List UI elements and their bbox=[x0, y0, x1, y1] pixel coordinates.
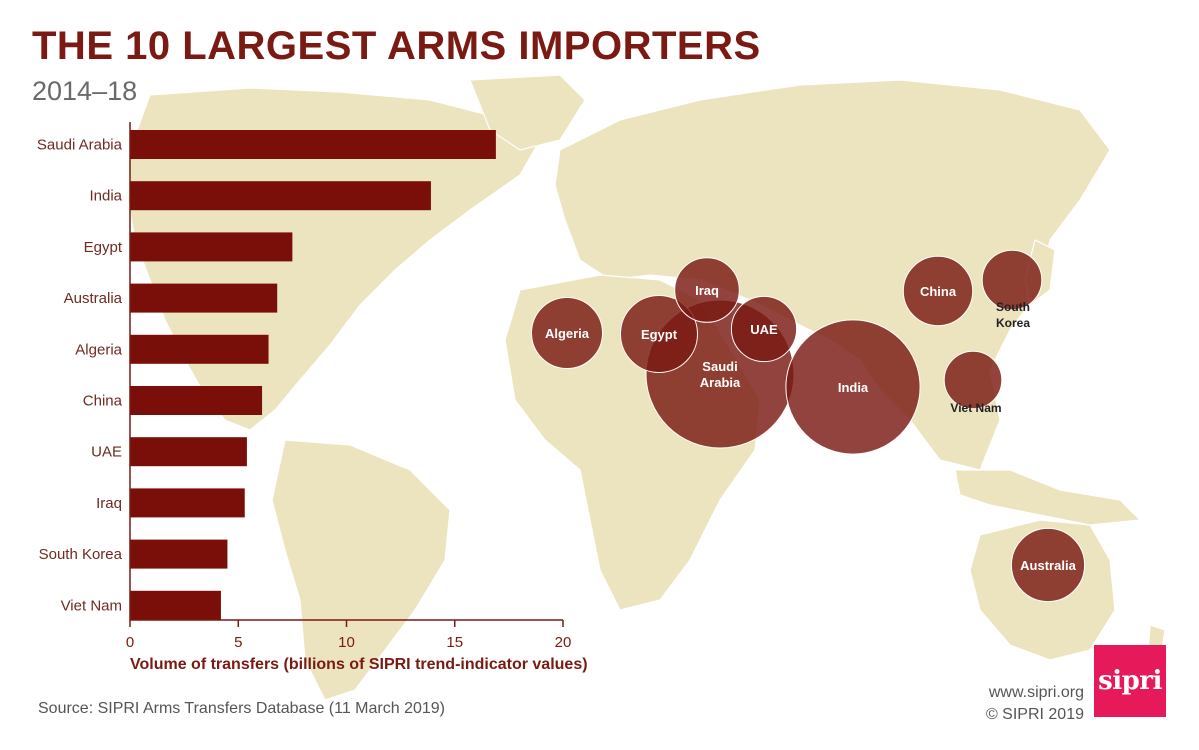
category-label: India bbox=[89, 188, 122, 205]
x-tick-label: 0 bbox=[126, 634, 134, 651]
southeast-asia-islands bbox=[954, 469, 1142, 526]
category-label: Iraq bbox=[96, 495, 122, 512]
chart-subtitle: 2014–18 bbox=[32, 76, 138, 106]
bar bbox=[130, 334, 269, 364]
x-axis: 0 5 10 15 20 Volume of transfers (billions of… bbox=[126, 122, 588, 673]
bubble-label: Egypt bbox=[641, 327, 678, 342]
bubble-label: Australia bbox=[1020, 558, 1076, 573]
sipri-logo[interactable]: sipri bbox=[1094, 645, 1166, 717]
category-label: Egypt bbox=[84, 239, 123, 256]
bar bbox=[130, 232, 293, 262]
category-label: Saudi Arabia bbox=[37, 137, 123, 154]
bar-series: Saudi Arabia India Egypt Australia Algeria Ch… bbox=[37, 130, 496, 620]
bubble-label: UAE bbox=[750, 322, 778, 337]
x-axis-title: Volume of transfers (billions of SIPRI t… bbox=[130, 656, 588, 673]
bubble-label: China bbox=[920, 284, 957, 299]
map-bubble bbox=[785, 319, 921, 455]
bar bbox=[130, 386, 263, 415]
map-bubble-series: Saudi Arabia India Egypt Australia Algeria Chi… bbox=[531, 249, 1086, 603]
website-link[interactable]: www.sipri.org bbox=[988, 684, 1084, 701]
category-label: South Korea bbox=[39, 546, 123, 563]
x-tick-label: 15 bbox=[446, 634, 463, 651]
bar bbox=[130, 181, 431, 211]
map-bubble bbox=[943, 350, 1003, 410]
category-label: UAE bbox=[91, 444, 122, 461]
source-note: Source: SIPRI Arms Transfers Database (1… bbox=[38, 700, 445, 717]
category-label: Australia bbox=[64, 290, 123, 307]
bubble-label: Saudi Arabia bbox=[700, 359, 741, 390]
map-bubble bbox=[531, 297, 603, 369]
bar bbox=[130, 437, 247, 467]
bar bbox=[130, 590, 221, 620]
bubble-label: Viet Nam bbox=[950, 401, 1001, 415]
credit-block: www.sipri.org © SIPRI 2019 bbox=[986, 682, 1084, 726]
bar bbox=[130, 539, 228, 569]
category-label: Algeria bbox=[75, 341, 122, 358]
copyright-text: © SIPRI 2019 bbox=[985, 706, 1084, 723]
chart-title: THE 10 LARGEST ARMS IMPORTERS bbox=[32, 24, 761, 68]
map-bubble bbox=[1010, 527, 1086, 603]
bubble-label: India bbox=[838, 380, 869, 395]
map-bubble bbox=[674, 257, 740, 323]
bar bbox=[130, 488, 245, 518]
bar bbox=[130, 283, 278, 313]
bubble-label: Iraq bbox=[695, 283, 719, 298]
bar bbox=[130, 130, 496, 159]
x-tick-label: 10 bbox=[338, 634, 355, 651]
bubble-label: South Korea bbox=[996, 300, 1030, 330]
bubble-label: Algeria bbox=[545, 326, 590, 341]
map-bubble bbox=[620, 295, 698, 373]
map-bubble bbox=[981, 249, 1043, 311]
x-tick-label: 20 bbox=[555, 634, 572, 651]
category-label: China bbox=[83, 393, 123, 410]
category-label: Viet Nam bbox=[61, 597, 122, 614]
x-tick-label: 5 bbox=[234, 634, 242, 651]
south-america-landmass bbox=[271, 439, 451, 701]
map-bubble bbox=[730, 295, 798, 363]
map-bubble bbox=[902, 255, 974, 327]
